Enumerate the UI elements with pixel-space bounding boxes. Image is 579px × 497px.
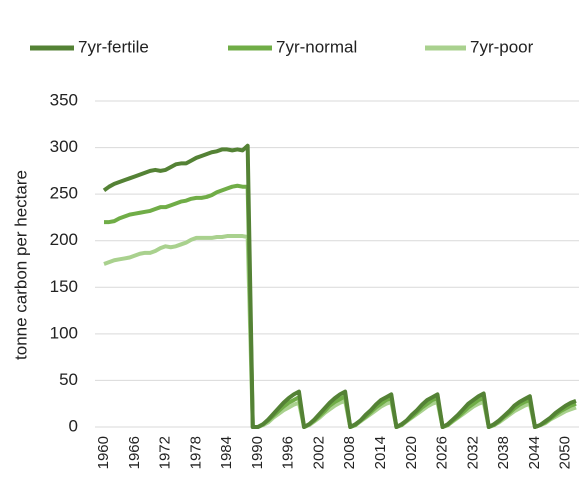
y-tick-label: 0 — [69, 416, 78, 435]
line-series — [104, 183, 577, 429]
line-series — [102, 143, 577, 429]
y-tick-label: 300 — [50, 137, 78, 156]
y-tick-label: 100 — [50, 323, 78, 342]
x-tick-label: 2044 — [526, 436, 543, 469]
x-tick-label: 2050 — [557, 436, 574, 469]
x-tick-label: 1960 — [95, 436, 112, 469]
x-tick-label: 1966 — [126, 436, 143, 469]
x-tick-label: 2008 — [341, 436, 358, 469]
legend-label: 7yr-fertile — [78, 37, 149, 56]
x-tick-label: 2020 — [403, 436, 420, 469]
y-tick-label: 350 — [50, 90, 78, 109]
y-tick-label: 200 — [50, 230, 78, 249]
y-tick-label: 50 — [59, 370, 78, 389]
y-tick-label: 250 — [50, 184, 78, 203]
x-tick-label: 1978 — [187, 436, 204, 469]
x-tick-label: 2032 — [464, 436, 481, 469]
x-tick-label: 2026 — [434, 436, 451, 469]
legend-label: 7yr-poor — [470, 37, 534, 56]
y-tick-label: 150 — [50, 277, 78, 296]
x-tick-label: 2014 — [372, 436, 389, 469]
x-tick-label: 1990 — [249, 436, 266, 469]
x-tick-label: 1972 — [157, 436, 174, 469]
x-tick-label: 2002 — [310, 436, 327, 469]
x-tick-label: 1984 — [218, 436, 235, 469]
x-tick-label: 1996 — [280, 436, 297, 469]
y-axis-label: tonne carbon per hectare — [11, 170, 30, 360]
legend-label: 7yr-normal — [276, 37, 357, 56]
x-tick-label: 2038 — [495, 436, 512, 469]
